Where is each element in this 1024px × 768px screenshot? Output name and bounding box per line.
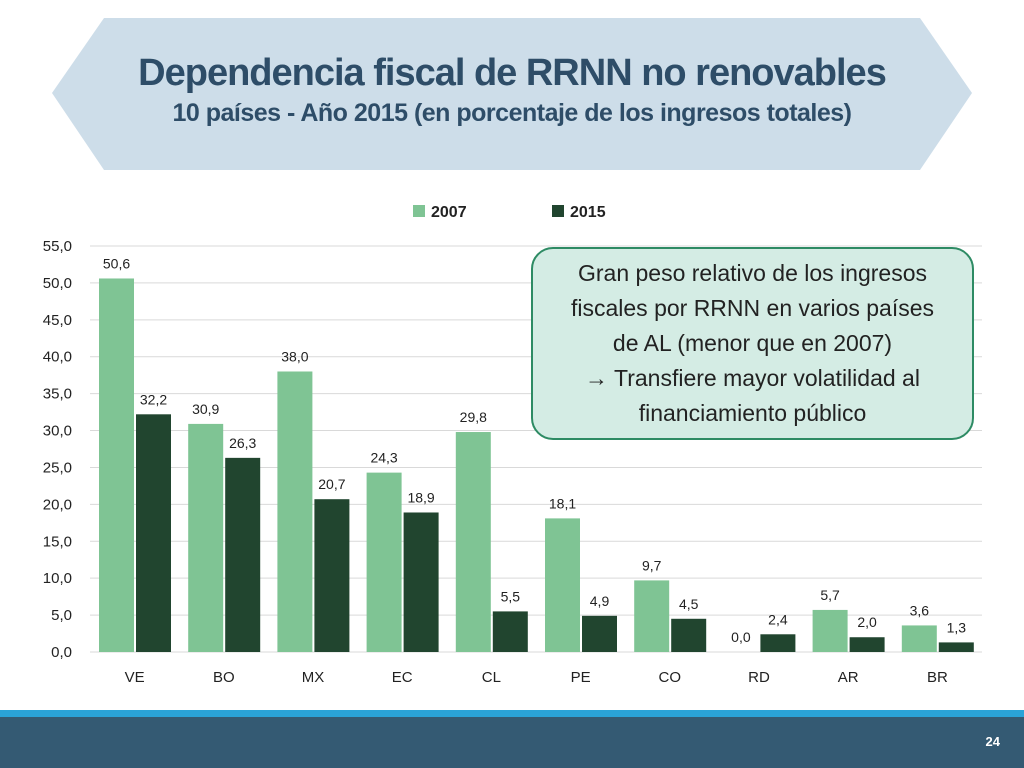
bar-2007-CL [455,432,491,652]
bar-2007-AR [812,609,848,652]
data-label: 29,8 [460,409,487,425]
data-label: 5,5 [501,588,521,604]
footer-accent-line [0,710,1024,717]
bar-2007-MX [277,371,313,652]
y-tick-label: 20,0 [43,496,72,513]
y-tick-label: 35,0 [43,386,72,403]
legend-label: 2015 [570,204,606,221]
bar-2015-CO [671,618,707,652]
page-subtitle: 10 países - Año 2015 (en porcentaje de l… [172,99,852,127]
bar-2015-MX [314,499,350,652]
x-category-label: CL [482,669,501,686]
bar-2015-AR [849,637,885,652]
data-label: 20,7 [318,476,345,492]
y-tick-label: 10,0 [43,570,72,587]
data-label: 9,7 [642,557,662,573]
x-category-label: VE [125,669,145,686]
data-label: 38,0 [281,348,308,364]
x-category-label: CO [659,669,682,686]
callout-box: Gran peso relativo de los ingresos fisca… [531,247,974,440]
bar-2007-VE [99,278,134,652]
x-category-label: MX [302,669,325,686]
bar-2015-BO [225,457,261,652]
x-category-label: BO [213,669,235,686]
bar-2015-EC [403,512,439,652]
callout-line: → Transfiere mayor volatilidad al [585,365,920,391]
bar-2007-CO [634,580,670,652]
bar-2015-RD [760,634,796,652]
data-label: 1,3 [947,619,967,635]
y-tick-label: 50,0 [43,275,72,292]
y-tick-label: 30,0 [43,423,72,440]
data-label: 4,5 [679,596,699,612]
data-label: 0,0 [731,629,751,645]
callout-line: financiamiento público [638,400,867,426]
data-label: 3,6 [910,602,930,618]
data-label: 30,9 [192,401,219,417]
data-label: 2,4 [768,611,788,627]
bar-2015-BR [938,642,974,652]
y-tick-label: 40,0 [43,349,72,366]
data-label: 50,6 [103,255,130,271]
data-label: 18,1 [549,495,576,511]
y-tick-label: 5,0 [51,607,72,624]
bar-2015-PE [582,615,617,652]
data-label: 2,0 [857,614,877,630]
x-category-label: PE [571,669,591,686]
data-label: 18,9 [407,489,434,505]
page-title: Dependencia fiscal de RRNN no renovables [138,52,887,94]
bar-2007-EC [366,472,402,652]
callout-line: fiscales por RRNN en varios países [570,295,935,321]
legend-swatch-2015 [552,205,564,217]
x-category-label: BR [927,669,948,686]
data-label: 5,7 [820,587,840,603]
y-tick-label: 25,0 [43,459,72,476]
footer-bar: 24 [0,717,1024,768]
y-tick-label: 55,0 [43,238,72,255]
y-tick-label: 15,0 [43,533,72,550]
data-label: 32,2 [140,391,167,407]
legend-swatch-2007 [413,205,425,217]
bar-2015-CL [492,611,528,652]
y-tick-label: 45,0 [43,312,72,329]
bar-2007-BO [188,423,224,652]
data-label: 24,3 [370,450,397,466]
y-tick-label: 0,0 [51,644,72,661]
page-number: 24 [985,734,1000,749]
legend-label: 2007 [431,204,467,221]
bar-2007-BR [901,625,937,652]
x-category-label: AR [838,669,859,686]
bar-2015-VE [136,414,171,652]
callout-line: de AL (menor que en 2007) [612,330,893,356]
title-banner [52,18,972,170]
bar-2007-PE [545,518,580,652]
x-category-label: RD [748,669,770,686]
data-label: 26,3 [229,435,256,451]
data-label: 4,9 [590,593,610,609]
x-category-label: EC [392,669,413,686]
callout-line: Gran peso relativo de los ingresos [577,260,928,286]
bar-chart: 0,0 5,0 10,0 15,0 20,0 25,0 30,0 35,0 40,0 45,0 50… [43,204,982,686]
